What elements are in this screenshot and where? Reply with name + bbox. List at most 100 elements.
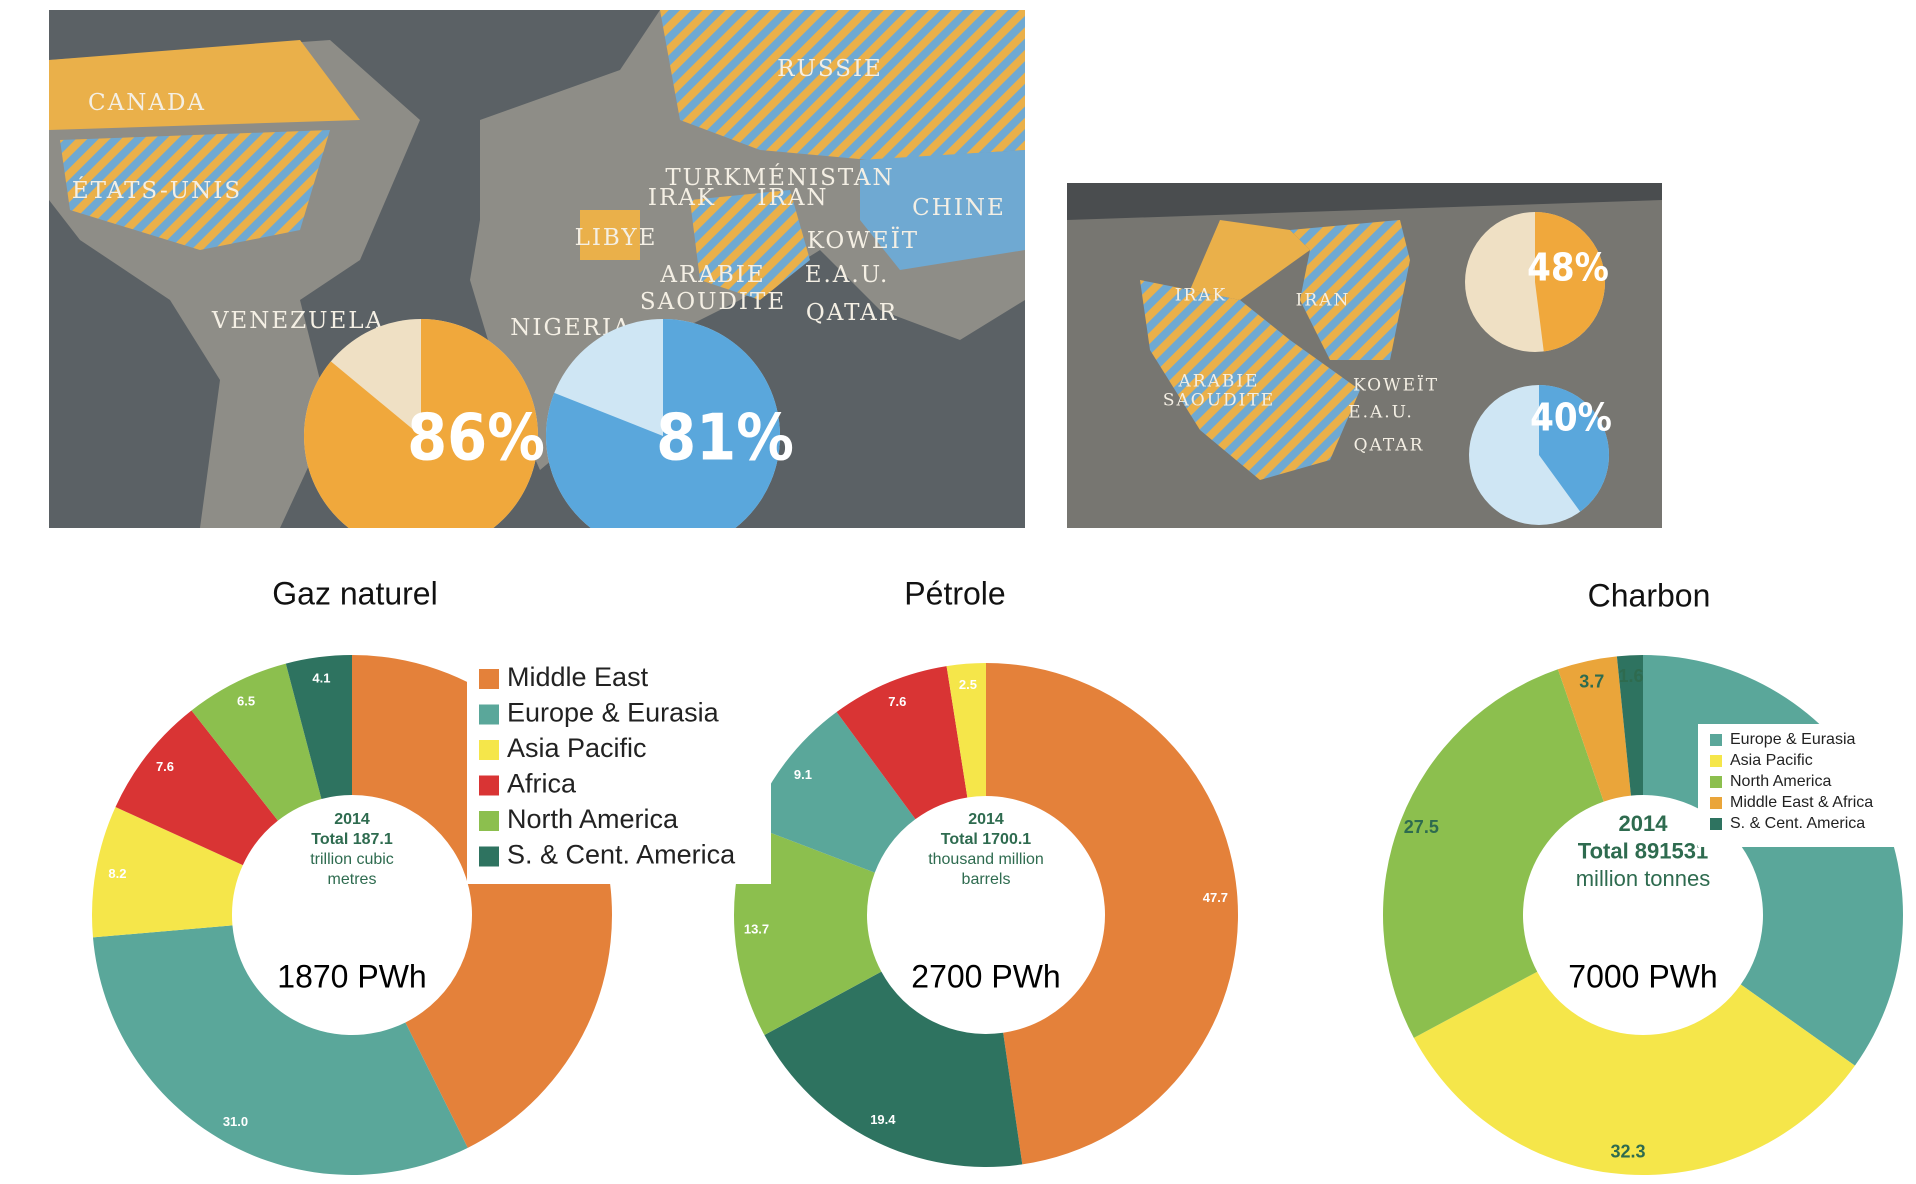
legend-label: S. & Cent. America [1730,815,1865,832]
legend-swatch [1710,818,1722,830]
legend-swatch [479,704,499,725]
legend-label: Africa [507,769,577,799]
donut-segment [1413,971,1855,1175]
legend-label: North America [507,804,679,834]
legend-swatch [479,811,499,831]
donut-segment [115,710,278,866]
center-text: 2014 [334,811,370,828]
country-label: RUSSIE [777,56,883,82]
legend-swatch [479,669,499,689]
legend-swatch [1710,776,1722,788]
center-text: 2014 [1619,811,1669,836]
center-value: 1870 PWh [277,958,426,994]
donut-segment [91,806,243,938]
map-pie: 81% [546,319,794,528]
donut-segment [191,663,322,821]
country-label: TURKMÉNISTAN [665,164,894,191]
donut-segment [92,925,468,1175]
legend-swatch [1710,797,1722,809]
donut-segment [285,655,352,799]
pie-slice [304,319,538,528]
country-label: KOWEÏT [1353,375,1439,396]
value-label: 3.7 [1579,671,1604,691]
donut-segment [1616,655,1643,796]
pie-label: 48% [1527,246,1609,290]
chart-title: Gaz naturel [272,575,437,611]
center-text: thousand million [928,851,1044,868]
legend-label: Europe & Eurasia [1730,731,1856,748]
center-text: 2014 [968,811,1004,828]
legend-label: North America [1730,773,1831,790]
value-label: 7.6 [888,694,906,709]
center-text: metres [328,871,377,888]
legend-box [467,663,771,884]
donut-segment [836,666,968,820]
chart-title: Pétrole [904,575,1005,611]
country-label: SAOUDITE [640,289,786,315]
country-label: E.A.U. [805,262,890,288]
value-label: 27.5 [1404,817,1439,837]
center-text: million tonnes [1576,866,1711,891]
country-label: CHINE [912,195,1006,221]
country-label: KOWEÏT [807,227,919,254]
country-label: IRAN [1296,291,1351,311]
country-label: IRAK [1175,286,1228,306]
country-label: CANADA [88,90,206,116]
country-label: VENEZUELA [211,308,384,334]
legend-swatch [1710,734,1722,746]
legend-label: Asia Pacific [1730,752,1813,769]
pie-label: 40% [1530,396,1612,440]
pie-label: 81% [656,402,794,476]
country-label: QATAR [1354,436,1425,456]
map-pie: 40% [1469,385,1612,525]
country-label: SAOUDITE [1163,391,1275,411]
donut-segment [750,712,916,873]
value-label: 6.5 [237,693,255,708]
value-label: 7.6 [156,759,174,774]
value-label: 2.5 [959,677,977,692]
value-label: 1.6 [1619,666,1644,686]
value-label: 32.3 [1611,1141,1646,1161]
legend-swatch [479,775,499,796]
value-label: 31.0 [223,1114,248,1129]
legend-swatch [479,846,499,867]
value-label: 9.1 [794,767,812,782]
chart-title: Charbon [1588,577,1711,613]
center-text: barrels [962,871,1011,888]
value-label: 47.7 [1203,890,1228,905]
donut-segment [986,663,1238,1165]
country-label: QATAR [806,300,898,326]
donut-segment [946,663,986,798]
country-label: ARABIE [659,262,765,288]
pie-slice [546,319,780,528]
legend-label: S. & Cent. America [507,840,736,870]
country-label: IRAK [648,185,716,211]
value-label: 19.4 [870,1112,896,1127]
legend-box [1698,724,1901,847]
center-text: Total 187.1 [311,831,393,848]
center-text: Total 1700.1 [941,831,1032,848]
country-label: ÉTATS-UNIS [72,177,242,204]
donut-segment [1383,669,1604,1038]
center-text: Total 891531 [1578,838,1708,863]
pie-slice [1535,212,1605,352]
donut-segment [1557,656,1631,802]
center-text: trillion cubic [310,851,394,868]
legend-label: Asia Pacific [507,733,647,763]
country-label: IRAN [757,185,828,211]
value-label: 8.2 [108,866,126,881]
map-labels: CANADA ÉTATS-UNIS VENEZUELA RUSSIE CHINE… [72,56,1439,456]
country-label: ARABIE [1178,372,1260,392]
legend-label: Middle East & Africa [1730,794,1873,811]
donut-segment [764,971,1023,1168]
value-label: 13.7 [744,922,769,937]
legend-label: Middle East [507,662,649,692]
legend-swatch [479,740,499,760]
map-pie: 86% [304,319,545,528]
value-label: 4.1 [312,670,330,685]
pie-label: 86% [407,402,545,476]
map-pie: 48% [1465,212,1609,352]
center-value: 2700 PWh [911,958,1060,994]
country-label: LIBYE [575,225,658,251]
